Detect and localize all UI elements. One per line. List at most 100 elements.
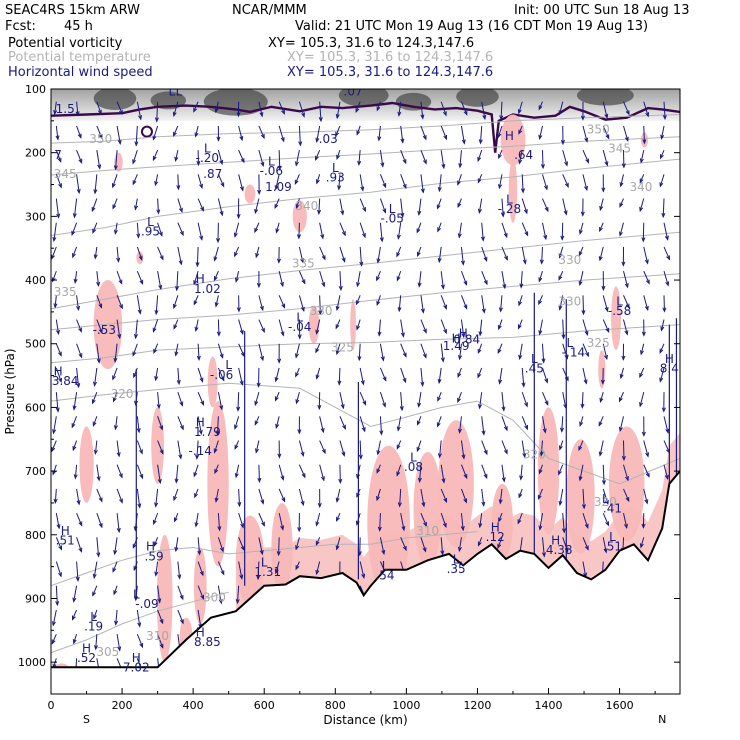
wind-arrowhead — [335, 497, 340, 503]
wind-arrowhead — [523, 209, 528, 215]
wind-arrowhead — [315, 137, 320, 143]
pv-value-label: .12 — [486, 530, 505, 544]
wind-arrowhead — [300, 258, 305, 264]
wind-arrowhead — [356, 130, 361, 136]
wind-arrowhead — [356, 325, 360, 331]
wind-vector — [562, 319, 565, 339]
wind-arrowhead — [503, 449, 508, 455]
wind-vector — [663, 464, 669, 479]
wind-arrowhead — [156, 404, 161, 410]
wind-arrowhead — [517, 324, 522, 330]
y-tick-label: 400 — [25, 274, 46, 287]
wind-arrowhead — [457, 233, 462, 239]
wind-arrowhead — [542, 428, 547, 434]
pv-value-label: 3.84 — [52, 374, 79, 388]
wind-vector — [153, 537, 159, 546]
wind-arrowhead — [382, 376, 387, 382]
wind-arrowhead — [276, 551, 281, 557]
pv-value-label: .45 — [525, 361, 544, 375]
wind-vector — [319, 222, 324, 239]
pv-value-label: .87 — [203, 167, 222, 181]
wind-vector — [663, 270, 669, 286]
wind-arrowhead — [52, 236, 57, 243]
wind-arrowhead — [195, 454, 200, 460]
wind-vector — [278, 488, 286, 502]
wind-vector — [460, 464, 468, 479]
wind-vector — [136, 633, 143, 648]
wind-arrowhead — [176, 379, 181, 386]
wind-vector — [659, 174, 665, 187]
wind-vector — [518, 295, 523, 306]
wind-vector — [623, 513, 628, 528]
wind-vector — [92, 585, 98, 596]
wind-vector — [501, 464, 505, 482]
wind-arrowhead — [601, 285, 606, 292]
wind-arrowhead — [335, 305, 340, 312]
high-marker: H — [459, 326, 468, 340]
wind-arrowhead — [260, 133, 265, 140]
wind-vector — [460, 270, 467, 285]
wind-arrowhead — [355, 107, 360, 114]
wind-arrowhead — [357, 160, 362, 167]
wind-arrowhead — [234, 473, 239, 479]
wind-vector — [582, 343, 589, 357]
wind-vector — [400, 174, 407, 189]
low-marker: L — [616, 295, 623, 309]
wind-vector — [116, 295, 123, 309]
wind-arrowhead — [234, 444, 239, 450]
wind-vector — [298, 440, 304, 456]
wind-arrowhead — [274, 377, 279, 383]
wind-vector — [477, 343, 483, 354]
wind-arrowhead — [78, 547, 83, 553]
wind-arrowhead — [96, 358, 101, 364]
low-marker: L — [410, 451, 417, 465]
wind-arrowhead — [401, 526, 406, 532]
wind-arrowhead — [665, 428, 670, 434]
wind-vector — [440, 101, 447, 116]
wind-arrowhead — [239, 135, 244, 142]
wind-vector — [639, 198, 645, 212]
wind-vector — [400, 319, 404, 337]
theta-label: 310 — [146, 629, 169, 643]
wind-vector — [217, 198, 223, 216]
positive-pv-region-16 — [508, 159, 518, 223]
wind-arrowhead — [443, 328, 447, 335]
wind-arrowhead — [420, 188, 425, 194]
wind-arrowhead — [200, 594, 204, 600]
wind-vector — [52, 416, 57, 434]
wind-arrowhead — [538, 105, 543, 111]
wind-arrowhead — [216, 136, 221, 142]
wind-arrowhead — [213, 448, 218, 454]
wind-vector — [157, 198, 159, 214]
wind-arrowhead — [134, 205, 139, 211]
wind-vector — [318, 198, 321, 214]
wind-arrowhead — [519, 283, 524, 289]
wind-arrowhead — [254, 227, 259, 234]
wind-arrowhead — [503, 232, 508, 239]
wind-arrowhead — [460, 526, 465, 532]
wind-vector — [521, 416, 528, 430]
wind-arrowhead — [599, 397, 604, 403]
x-tick-label: 1000 — [392, 699, 420, 712]
wind-vector — [619, 391, 624, 402]
wind-vector — [73, 198, 78, 218]
wind-arrowhead — [260, 499, 265, 505]
wind-arrowhead — [76, 305, 81, 312]
wind-vector — [481, 101, 486, 119]
wind-vector — [112, 561, 118, 572]
field-pv-xy: XY= 105.3, 31.6 to 124.3,147.6 — [268, 36, 475, 51]
wind-arrowhead — [78, 353, 83, 359]
wind-vector — [55, 343, 62, 356]
wind-arrowhead — [93, 449, 98, 455]
wind-arrowhead — [457, 397, 461, 403]
wind-vector — [177, 416, 184, 430]
wind-vector — [623, 101, 630, 115]
wind-arrowhead — [55, 407, 60, 413]
wind-arrowhead — [543, 234, 548, 241]
org-title: NCAR/MMM — [232, 3, 307, 18]
wind-arrowhead — [340, 210, 345, 216]
wind-vector — [598, 416, 604, 426]
wind-vector — [76, 367, 80, 388]
valid-time: Valid: 21 UTC Mon 19 Aug 13 (16 CDT Mon … — [295, 19, 649, 34]
y-tick-label: 800 — [25, 529, 46, 542]
